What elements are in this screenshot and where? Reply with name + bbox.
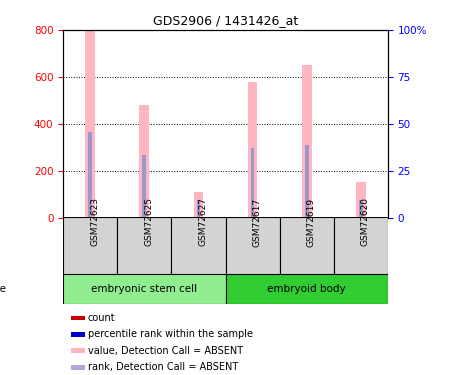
Bar [334, 217, 388, 274]
Text: value, Detection Call = ABSENT: value, Detection Call = ABSENT [88, 346, 243, 356]
Title: GDS2906 / 1431426_at: GDS2906 / 1431426_at [153, 15, 298, 27]
Text: rank, Detection Call = ABSENT: rank, Detection Call = ABSENT [88, 362, 238, 372]
Text: GSM72620: GSM72620 [361, 198, 370, 246]
Bar [63, 274, 226, 304]
Text: embryoid body: embryoid body [267, 284, 346, 294]
Bar [226, 274, 388, 304]
Bar [71, 364, 85, 370]
Bar [143, 155, 146, 218]
Bar [85, 30, 95, 217]
Bar [71, 315, 85, 321]
Bar [248, 82, 258, 218]
Text: embryonic stem cell: embryonic stem cell [91, 284, 198, 294]
Bar [193, 192, 203, 217]
Text: development stage: development stage [0, 284, 6, 294]
Bar [302, 65, 312, 218]
Bar [88, 132, 92, 218]
Text: GSM72623: GSM72623 [90, 198, 99, 246]
Bar [226, 217, 280, 274]
Bar [139, 105, 149, 218]
Text: GSM72619: GSM72619 [307, 197, 316, 247]
Text: count: count [88, 313, 115, 323]
Bar [71, 348, 85, 353]
Bar [171, 217, 226, 274]
Bar [305, 145, 308, 218]
Bar [197, 200, 200, 217]
Bar [280, 217, 334, 274]
Bar [71, 332, 85, 337]
Text: GSM72627: GSM72627 [198, 198, 207, 246]
Text: GSM72625: GSM72625 [144, 198, 153, 246]
Bar [359, 200, 363, 217]
Bar [63, 217, 117, 274]
Text: GSM72617: GSM72617 [253, 197, 262, 247]
Bar [117, 217, 171, 274]
Bar [356, 182, 366, 218]
Text: percentile rank within the sample: percentile rank within the sample [88, 329, 253, 339]
Bar [251, 148, 254, 217]
